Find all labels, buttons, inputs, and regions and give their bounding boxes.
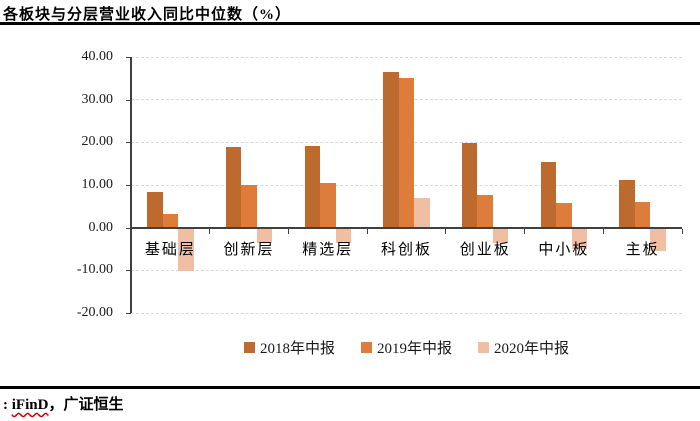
bar-2018年中报-科创板	[383, 71, 399, 227]
legend-item-2019年中报: 2019年中报	[360, 337, 452, 358]
x-axis-tick	[602, 228, 604, 234]
bar-2019年中报-基础层	[162, 213, 179, 227]
y-axis-label: 10.00	[81, 177, 114, 192]
category-label-创业板: 创业板	[459, 241, 511, 258]
y-axis-tick	[126, 57, 131, 58]
y-gridline	[131, 269, 682, 271]
chart-legend: 2018年中报 2019年中报 2020年中报	[131, 337, 682, 357]
legend-label: 2019年中报	[376, 340, 452, 357]
bar-2020年中报-创业板	[492, 228, 509, 244]
bar-2019年中报-精选层	[320, 183, 336, 227]
y-axis-label: -10.00	[76, 262, 113, 278]
category-label-科创板: 科创板	[380, 241, 432, 258]
bar-2020年中报-中小板	[571, 228, 588, 250]
bar-2020年中报-创新层	[256, 228, 273, 243]
source-suffix: ，广证恒生	[48, 397, 124, 413]
x-axis-tick	[445, 228, 447, 234]
footer-divider-line	[0, 386, 700, 389]
x-axis-tick	[366, 228, 368, 234]
y-axis-label: 30.00	[81, 91, 114, 107]
y-axis-label: -20.00	[76, 305, 113, 320]
bar-2019年中报-科创板	[398, 78, 415, 227]
legend-swatch-icon	[478, 341, 489, 353]
y-axis-tick	[126, 313, 131, 314]
x-axis-tick	[524, 228, 526, 234]
y-axis-line	[130, 57, 132, 313]
chart-title: 各板块与分层营业收入同比中位数（%）	[3, 7, 292, 23]
bar-2019年中报-创新层	[241, 185, 257, 227]
bar-2019年中报-创业板	[477, 195, 493, 227]
y-axis-tick	[126, 270, 131, 272]
legend-label: 2018年中报	[259, 340, 335, 357]
x-axis-zero-line	[130, 226, 682, 229]
bar-2019年中报-主板	[634, 202, 651, 227]
bar-2020年中报-主板	[650, 228, 666, 252]
bar-2018年中报-主板	[619, 179, 635, 227]
bar-2018年中报-精选层	[304, 145, 321, 227]
legend-label: 2020年中报	[494, 340, 570, 357]
legend-swatch-icon	[360, 341, 372, 353]
bar-2018年中报-基础层	[147, 191, 163, 227]
x-axis-tick	[130, 228, 132, 234]
y-axis-label: 0.00	[88, 219, 114, 235]
y-axis-tick	[126, 142, 131, 144]
x-axis-tick	[287, 228, 289, 234]
legend-item-2020年中报: 2020年中报	[478, 337, 569, 358]
bar-2020年中报-科创板	[414, 197, 430, 227]
bar-2018年中报-创新层	[225, 146, 242, 227]
bar-2020年中报-精选层	[335, 228, 352, 244]
legend-item-2018年中报: 2018年中报	[243, 337, 335, 358]
category-label-中小板: 中小板	[538, 241, 590, 258]
y-axis-tick	[126, 227, 131, 229]
bar-2018年中报-创业板	[461, 143, 478, 227]
source-prefix: :	[3, 397, 12, 413]
category-label-主板: 主板	[625, 241, 660, 258]
y-gridline	[131, 312, 682, 314]
category-label-精选层: 精选层	[302, 241, 354, 258]
x-axis-tick	[681, 228, 683, 234]
bar-2019年中报-中小板	[556, 203, 572, 227]
y-axis-label: 20.00	[81, 134, 114, 150]
category-label-基础层: 基础层	[144, 241, 196, 258]
category-label-创新层: 创新层	[223, 241, 275, 258]
source-note: : iFinD，广证恒生	[3, 393, 123, 414]
source-app-name: iFinD	[11, 397, 49, 413]
y-axis-tick	[126, 99, 131, 101]
legend-swatch-icon	[243, 341, 255, 353]
title-divider-line	[0, 22, 700, 25]
bar-2020年中报-基础层	[178, 228, 194, 271]
bar-2018年中报-中小板	[540, 162, 557, 227]
y-axis-tick	[126, 185, 131, 186]
y-gridline	[131, 56, 682, 58]
x-axis-tick	[209, 228, 211, 234]
y-axis-label: 40.00	[81, 49, 114, 64]
